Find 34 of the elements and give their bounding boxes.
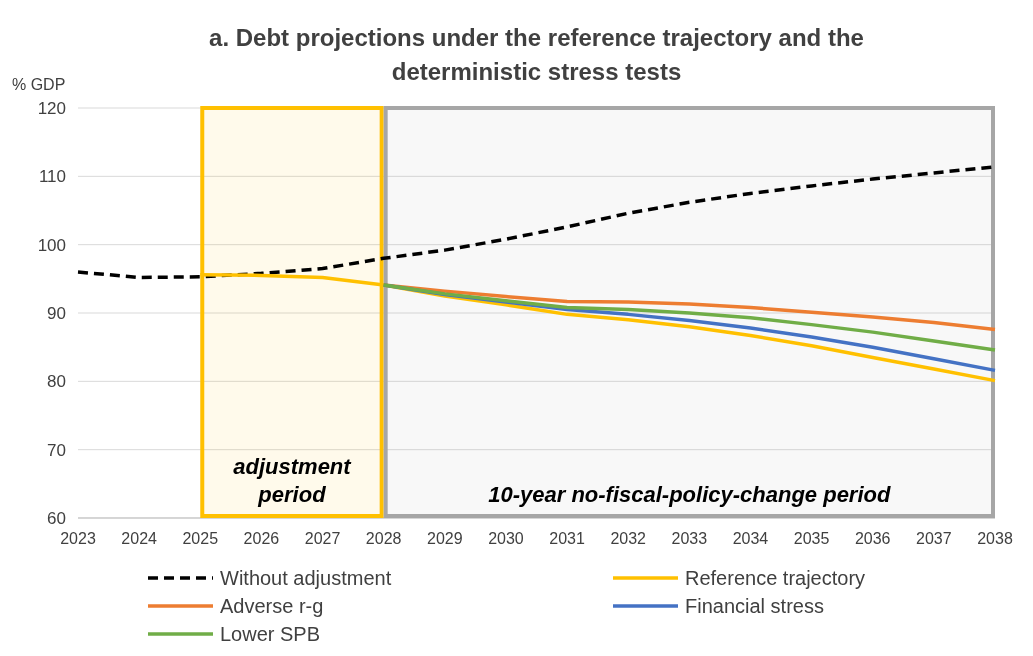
y-axis-title: % GDP: [12, 76, 66, 93]
chart-title: a. Debt projections under the reference trajectory and the deterministic stress tests: [209, 24, 864, 85]
x-tick-label: 2029: [427, 530, 463, 547]
x-tick-label: 2033: [671, 530, 708, 547]
x-tick-label: 2031: [549, 530, 585, 547]
line-series: [198, 272, 997, 383]
y-tick-label: 60: [47, 509, 66, 528]
x-tick-label: 2026: [243, 530, 280, 547]
x-tick-label: 2024: [121, 530, 158, 547]
y-tick-label: 70: [47, 440, 66, 460]
x-tick-label: 2028: [365, 530, 402, 547]
y-tick-label: 100: [37, 235, 66, 255]
x-tick-label: 2038: [977, 530, 1013, 547]
x-tick-label: 2027: [304, 530, 341, 547]
x-tick-label: 2025: [182, 530, 219, 547]
legend-label: Lower SPB: [220, 623, 321, 645]
legend-label: Without adjustment: [220, 567, 392, 589]
x-tick-label: 2034: [732, 530, 769, 547]
x-tick-label: 2032: [610, 530, 647, 547]
line-series: [381, 283, 997, 352]
x-tick-label: 2036: [854, 530, 891, 547]
x-tick-label: 2037: [916, 530, 952, 547]
band-label: 10-year no-fiscal-policy-change period: [488, 482, 891, 507]
legend-label: Adverse r-g: [220, 595, 324, 617]
legend-label: Financial stress: [685, 595, 824, 617]
y-tick-label: 120: [37, 99, 66, 118]
y-tick-label: 80: [47, 372, 66, 392]
y-tick-label: 110: [38, 167, 66, 187]
legend-label: Reference trajectory: [685, 567, 866, 589]
x-tick-label: 2023: [60, 530, 96, 547]
y-tick-label: 90: [47, 304, 66, 323]
x-tick-label: 2035: [793, 530, 830, 547]
band-label: adjustment period: [233, 454, 353, 507]
x-tick-label: 2030: [488, 530, 524, 547]
